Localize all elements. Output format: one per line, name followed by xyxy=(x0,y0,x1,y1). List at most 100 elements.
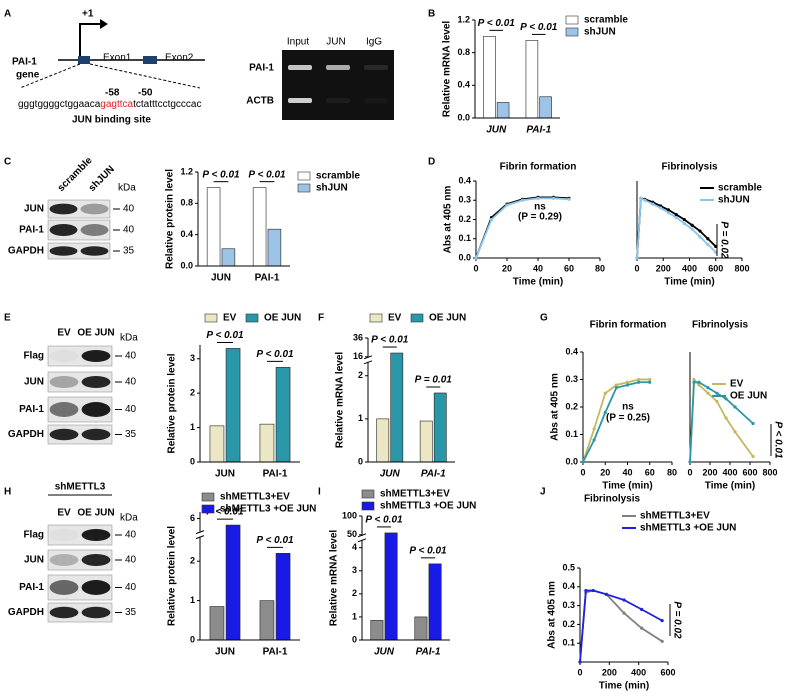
x-tick-label: PAI-1 xyxy=(416,647,441,658)
legend-label: shMETTL3 +OE JUN xyxy=(640,523,736,534)
point xyxy=(751,421,755,426)
bar xyxy=(390,352,404,463)
series-line xyxy=(475,196,570,259)
band xyxy=(81,606,111,619)
y-tick-label: 0 xyxy=(190,634,195,644)
band xyxy=(49,606,79,619)
annotation: (P = 0.25) xyxy=(606,413,650,424)
point xyxy=(698,235,702,239)
point xyxy=(604,592,609,596)
band xyxy=(80,203,109,215)
legend-label: OE JUN xyxy=(429,313,466,324)
band xyxy=(81,428,111,441)
x-tick-label: 0 xyxy=(577,667,582,677)
chart-title: Fibrinolysis xyxy=(661,162,718,173)
exon xyxy=(78,56,90,64)
marker-label: 35 xyxy=(125,429,137,440)
y-tick-label: 3 xyxy=(190,353,195,363)
annotation: ns xyxy=(534,202,546,213)
legend-swatch xyxy=(565,15,579,25)
annotation: P < 0.01 xyxy=(256,535,294,546)
legend-label: shMETTL3+EV xyxy=(380,489,450,500)
chart-title: Fibrinolysis xyxy=(692,320,749,331)
y-tick-label: 1 xyxy=(190,595,195,605)
point xyxy=(603,391,607,395)
legend-label: OE JUN xyxy=(264,313,301,324)
panel-letter: A xyxy=(4,9,11,20)
y-tick-label: 0.8 xyxy=(180,198,193,208)
y-tick-label: 0.5 xyxy=(562,562,575,572)
point xyxy=(751,454,755,459)
legend-label: EV xyxy=(730,379,744,390)
point xyxy=(674,213,678,217)
x-tick-label: PAI-1 xyxy=(263,469,288,480)
point xyxy=(614,383,618,387)
band xyxy=(364,65,388,70)
legend-label: OE JUN xyxy=(730,391,767,402)
y-axis-label: Relative protein level xyxy=(167,526,178,626)
x-axis-label: Time (min) xyxy=(705,481,755,492)
bar xyxy=(370,620,384,641)
point xyxy=(622,598,626,602)
y-tick-label: 2 xyxy=(190,388,195,398)
x-tick-label: JUN xyxy=(215,469,235,480)
x-tick-label: 200 xyxy=(656,263,671,273)
series-line xyxy=(636,197,717,259)
y-tick-label: 0 xyxy=(358,456,363,466)
band xyxy=(49,224,78,236)
point xyxy=(688,460,692,464)
unit-label: kDa xyxy=(120,513,138,524)
band xyxy=(49,554,79,566)
band xyxy=(50,529,79,541)
bar xyxy=(259,600,275,641)
point xyxy=(551,196,556,200)
bar xyxy=(525,40,539,119)
panel-letter: E xyxy=(4,313,11,324)
x-tick-label: PAI-1 xyxy=(255,273,280,284)
legend-label: EV xyxy=(223,313,237,324)
panel-letter: J xyxy=(540,487,546,498)
panel-letter: F xyxy=(318,313,324,324)
y-axis-label: Relative mRNA level xyxy=(442,21,453,118)
band xyxy=(80,224,109,236)
point xyxy=(592,427,596,431)
band xyxy=(364,98,388,103)
y-tick-label: 0.3 xyxy=(458,195,471,205)
x-tick-label: 600 xyxy=(742,467,757,477)
marker-label: 40 xyxy=(125,404,137,415)
point xyxy=(674,215,678,220)
bar xyxy=(433,392,447,463)
y-tick-label: 1 xyxy=(352,611,357,621)
point xyxy=(489,217,494,222)
y-axis-label: Relative mRNA level xyxy=(335,352,346,449)
bar xyxy=(252,187,267,267)
band xyxy=(288,65,312,70)
point xyxy=(581,460,585,464)
point xyxy=(692,380,696,384)
series-line xyxy=(579,589,663,663)
annotation: P < 0.01 xyxy=(478,18,516,29)
axis-break xyxy=(195,530,205,535)
y-tick-label: 1.2 xyxy=(180,166,193,176)
x-tick-label: 20 xyxy=(600,467,610,477)
annotation: P = 0.02 xyxy=(671,601,682,639)
y-tick-label: 2 xyxy=(352,588,357,598)
legend-label: EV xyxy=(388,313,402,324)
x-tick-label: 0 xyxy=(687,467,692,477)
axis-break xyxy=(364,357,372,362)
axis-break xyxy=(363,360,373,365)
marker-label: 40 xyxy=(123,204,135,215)
legend-label: shJUN xyxy=(584,27,616,38)
band xyxy=(81,554,111,566)
gene-label: gene xyxy=(16,70,40,81)
unit-label: kDa xyxy=(120,333,138,344)
exon-label: Exon2 xyxy=(165,53,194,64)
annotation: P < 0.01 xyxy=(520,22,558,33)
bar xyxy=(539,96,552,119)
point xyxy=(706,386,710,390)
legend-label: scramble xyxy=(316,171,360,182)
tss-arrowhead xyxy=(100,19,108,29)
row-label: GAPDH xyxy=(8,607,44,618)
unit-label: kDa xyxy=(118,183,136,194)
